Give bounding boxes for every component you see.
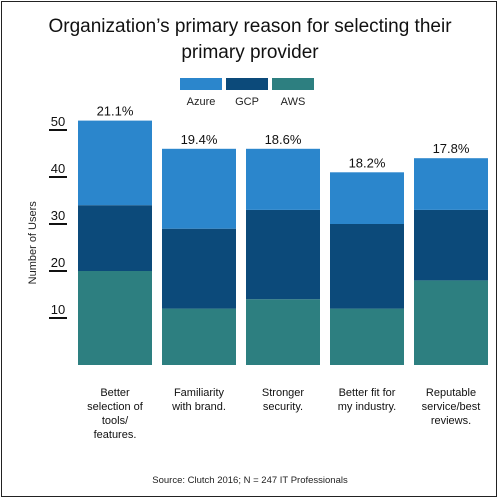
- bar-data-label: 17.8%: [433, 141, 470, 156]
- x-category-label-line: service/best: [422, 401, 481, 413]
- x-category-label: Reputable service/best reviews.: [422, 387, 481, 427]
- bar-segment-gcp: [246, 209, 320, 300]
- bar-segment-azure: [246, 148, 320, 210]
- y-tick-label: 30: [51, 208, 65, 223]
- x-category-label-line: with brand.: [171, 401, 226, 413]
- legend-swatch-azure: [180, 78, 222, 90]
- bar-data-label: 18.6%: [265, 132, 302, 147]
- legend-swatch-gcp: [226, 78, 268, 90]
- bar-segment-gcp: [414, 209, 488, 281]
- x-category-label-line: Better fit for: [339, 387, 396, 399]
- bar-data-label: 18.2%: [349, 155, 386, 170]
- x-category-label-line: security.: [263, 401, 303, 413]
- bar-segment-gcp: [330, 224, 404, 309]
- bar-segment-aws: [162, 308, 236, 365]
- legend-label-azure: Azure: [186, 96, 216, 108]
- x-category-label-line: features.: [94, 429, 137, 441]
- y-axis-label: Number of Users: [27, 201, 39, 285]
- bar-segment-gcp: [78, 205, 152, 271]
- bar-segment-azure: [78, 120, 152, 206]
- x-category-label-line: Reputable: [426, 387, 476, 399]
- source-note: Source: Clutch 2016; N = 247 IT Professi…: [152, 475, 348, 486]
- bar-data-label: 21.1%: [97, 104, 134, 119]
- legend-label-gcp: GCP: [235, 96, 259, 108]
- chart-legend: Azure GCP AWS: [0, 78, 500, 118]
- chart-title: Organization’s primary reason for select…: [0, 14, 500, 66]
- bar-data-label: 19.4%: [181, 132, 218, 147]
- legend-swatch-aws: [272, 78, 314, 90]
- legend-item-azure: Azure: [180, 78, 222, 108]
- x-category-label-line: tools/: [102, 415, 129, 427]
- legend-label-aws: AWS: [280, 96, 306, 108]
- x-category-label: Familiarity with brand.: [171, 387, 226, 413]
- y-tick-label: 10: [51, 302, 65, 317]
- x-category-label-line: my industry.: [338, 401, 396, 413]
- x-category-label: Stronger security.: [262, 387, 305, 413]
- y-tick-label: 20: [51, 255, 65, 270]
- bar-segment-azure: [330, 172, 404, 224]
- x-category-label-line: Better: [100, 387, 130, 399]
- x-category-label-line: reviews.: [431, 415, 471, 427]
- chart-title-line-1: Organization’s primary reason for select…: [48, 16, 452, 37]
- y-tick-label: 50: [51, 114, 65, 129]
- bar-segment-aws: [78, 271, 152, 365]
- chart-title-line-2: primary provider: [181, 42, 319, 63]
- x-category-label-line: selection of: [87, 401, 144, 413]
- x-category-label: Better fit for my industry.: [338, 387, 396, 413]
- x-category-label: Better selection of tools/features.: [87, 387, 144, 441]
- x-category-label-line: Stronger: [262, 387, 305, 399]
- bar-segment-gcp: [162, 228, 236, 309]
- bar-segment-azure: [414, 158, 488, 210]
- y-tick-label: 40: [51, 161, 65, 176]
- bar-segment-aws: [414, 280, 488, 365]
- x-category-label-line: Familiarity: [174, 387, 225, 399]
- legend-item-aws: AWS: [272, 78, 314, 108]
- bar-segment-aws: [246, 299, 320, 365]
- bar-segment-azure: [162, 148, 236, 229]
- legend-item-gcp: GCP: [226, 78, 268, 108]
- bar-segment-aws: [330, 308, 404, 365]
